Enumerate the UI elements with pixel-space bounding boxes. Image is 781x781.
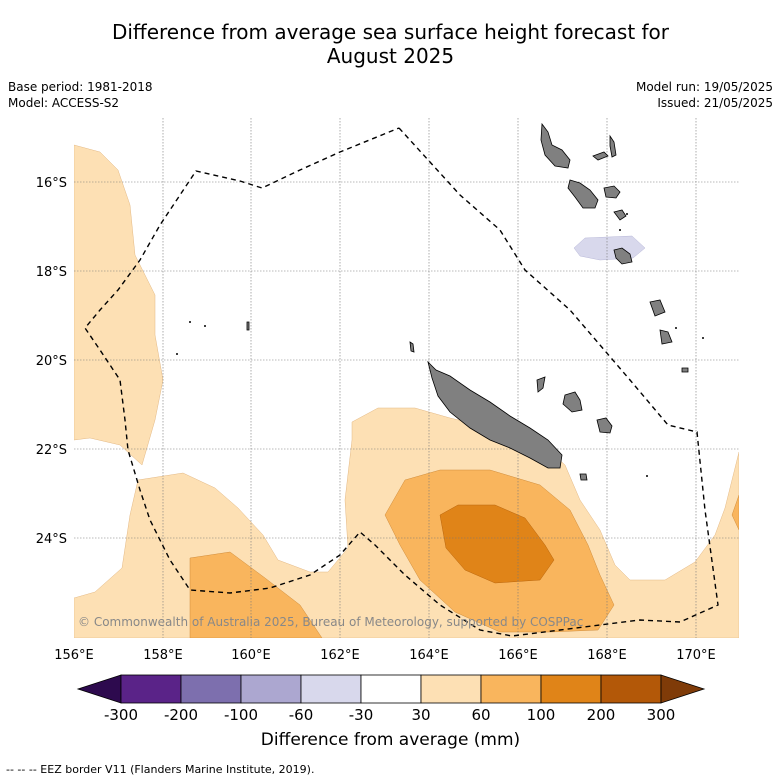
- colorbar-bin: [180, 674, 242, 704]
- hunter-island: [649, 299, 666, 317]
- lon-label: 166°E: [498, 648, 538, 663]
- colorbar-tick-label: -300: [104, 706, 138, 724]
- colorbar-extend-high: [660, 674, 706, 704]
- model-text: Model: ACCESS-S2: [8, 96, 120, 110]
- map-title: Difference from average sea surface heig…: [0, 20, 781, 68]
- tanna-island: [613, 247, 633, 265]
- lat-label: 16°S: [36, 176, 67, 191]
- title-line-1: Difference from average sea surface heig…: [111, 20, 670, 44]
- lat-label: 18°S: [36, 265, 67, 280]
- espiritu-santo-island: [540, 122, 571, 169]
- ambae-island: [592, 151, 609, 161]
- colorbar-bin: [300, 674, 362, 704]
- new-caledonia-island: [427, 360, 563, 469]
- metadata-left: Base period: 1981-2018 Model: ACCESS-S2: [8, 79, 153, 111]
- colorbar-bin: [360, 674, 422, 704]
- lon-label: 156°E: [54, 648, 94, 663]
- map-area: © Commonwealth of Australia 2025, Bureau…: [74, 118, 739, 638]
- colorbar-bin: [120, 674, 182, 704]
- mare-island: [596, 417, 613, 434]
- erromango-island: [613, 209, 627, 221]
- title-line-2: August 2025: [326, 44, 455, 68]
- graticule: [74, 118, 739, 638]
- anomaly-100-200: [439, 504, 555, 584]
- anomaly-southwest-area: [189, 551, 323, 638]
- base-period-text: Base period: 1981-2018: [8, 80, 153, 94]
- colorbar-tick-label: -100: [224, 706, 258, 724]
- colorbar-tick-label: -60: [289, 706, 314, 724]
- lat-label: 24°S: [36, 532, 67, 547]
- islets: [176, 213, 704, 477]
- colorbar-tick-label: -30: [349, 706, 374, 724]
- colorbar-bin: [240, 674, 302, 704]
- lon-label: 158°E: [143, 648, 183, 663]
- colorbar-bin: [480, 674, 542, 704]
- colorbar-bin: [600, 674, 662, 704]
- colorbar-title: Difference from average (mm): [260, 730, 521, 750]
- lat-label: 20°S: [36, 354, 67, 369]
- lon-label: 164°E: [409, 648, 449, 663]
- anomaly-east-edge: [731, 494, 739, 531]
- belep-island: [409, 341, 415, 353]
- land: [246, 122, 689, 481]
- latitude-labels: 16°S 18°S 20°S 22°S 24°S: [36, 176, 67, 547]
- model-run-text: Model run: 19/05/2025: [635, 80, 773, 94]
- matthew-island: [659, 329, 673, 345]
- lifou-island: [562, 391, 583, 413]
- colorbar-tick-label: -200: [164, 706, 198, 724]
- eez-legend-footer: -- -- -- EEZ border V11 (Flanders Marine…: [6, 763, 315, 776]
- anomaly-vanuatu-area: [573, 235, 646, 261]
- longitude-labels: 156°E 158°E 160°E 162°E 164°E 166°E 168°…: [54, 648, 716, 663]
- lon-label: 168°E: [587, 648, 627, 663]
- lon-label: 170°E: [676, 648, 716, 663]
- colorbar-tick-label: 200: [587, 706, 616, 724]
- lat-label: 22°S: [36, 443, 67, 458]
- colorbar-tick-label: 60: [471, 706, 490, 724]
- colorbar: [76, 674, 706, 704]
- colorbar-tick-label: 100: [527, 706, 556, 724]
- metadata-right: Model run: 19/05/2025 Issued: 21/05/2025: [636, 79, 773, 111]
- efate-island: [603, 185, 621, 199]
- isle-of-pines: [579, 473, 588, 481]
- colorbar-bin: [420, 674, 482, 704]
- colorbar-tick-label: 30: [411, 706, 430, 724]
- issued-text: Issued: 21/05/2025: [657, 96, 773, 110]
- eez-border: [84, 127, 719, 637]
- colorbar-extend-low: [76, 674, 122, 704]
- maewo-island: [609, 134, 617, 158]
- chesterfield-island: [246, 321, 250, 331]
- lon-label: 162°E: [320, 648, 360, 663]
- ouvea-island: [536, 376, 546, 393]
- colorbar-tick-label: 300: [647, 706, 676, 724]
- colorbar-ticks: -300 -200 -100 -60 -30 30 60 100 200 300: [104, 706, 675, 724]
- copyright-text: © Commonwealth of Australia 2025, Bureau…: [78, 615, 583, 629]
- anomaly-core-area: [439, 504, 555, 584]
- lon-label: 160°E: [231, 648, 271, 663]
- colorbar-bin: [540, 674, 602, 704]
- small-island-a: [681, 367, 689, 373]
- malekula-island: [567, 179, 599, 209]
- anomaly-west-area: [74, 144, 164, 466]
- anomaly-negative: [573, 235, 646, 261]
